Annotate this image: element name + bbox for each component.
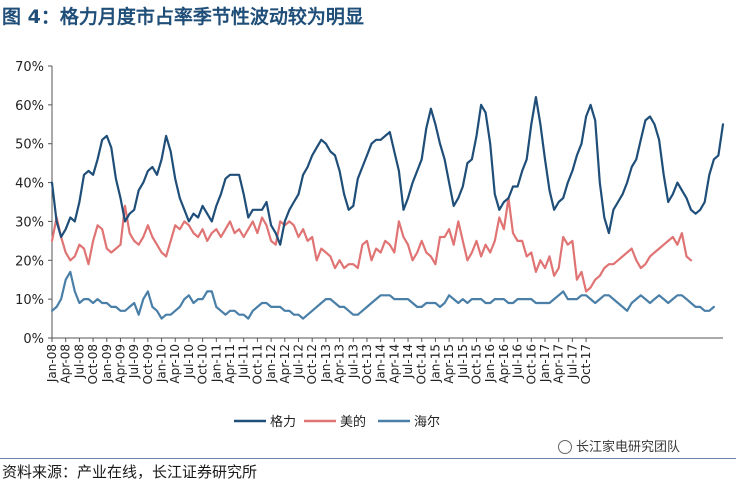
x-tick-label: Jan-13 bbox=[319, 344, 333, 383]
y-axis: 0% 10% 20% 30% 40% 50% 60% 70% bbox=[15, 60, 53, 347]
y-tick-label: 20% bbox=[15, 254, 44, 269]
y-tick-label: 30% bbox=[15, 215, 44, 230]
legend-label: 美的 bbox=[340, 414, 366, 430]
x-tick-label: Oct-11 bbox=[250, 344, 264, 384]
series-line-格力 bbox=[50, 95, 725, 246]
x-tick-label: Jan-14 bbox=[374, 344, 388, 383]
x-tick-label: Apr-10 bbox=[168, 344, 182, 384]
watermark: 长江家电研究团队 bbox=[558, 436, 680, 455]
footer-divider bbox=[0, 458, 736, 459]
legend: 格力 美的 海尔 bbox=[234, 414, 440, 430]
source-note: 资料来源：产业在线，长江证券研究所 bbox=[2, 463, 258, 481]
x-tick-label: Jan-16 bbox=[483, 344, 497, 383]
x-tick-label: Oct-15 bbox=[470, 344, 484, 384]
x-tick-label: Jul-13 bbox=[346, 344, 360, 379]
x-tick-label: Jan-08 bbox=[45, 344, 59, 383]
x-tick-label: Apr-09 bbox=[113, 344, 127, 384]
x-tick-label: Jul-08 bbox=[72, 344, 86, 379]
watermark-text: 长江家电研究团队 bbox=[576, 440, 681, 455]
x-tick-label: Oct-16 bbox=[524, 344, 538, 384]
x-tick-label: Jul-15 bbox=[456, 344, 470, 379]
x-tick-label: Jan-12 bbox=[264, 344, 278, 383]
x-tick-label: Jul-16 bbox=[511, 344, 525, 379]
x-tick-label: Oct-12 bbox=[305, 344, 319, 384]
x-tick-label: Oct-10 bbox=[196, 344, 210, 384]
x-tick-label: Apr-08 bbox=[59, 344, 73, 384]
x-tick-label: Oct-08 bbox=[86, 344, 100, 384]
plot-lines bbox=[50, 95, 725, 320]
x-tick-label: Apr-17 bbox=[552, 344, 566, 384]
x-axis: Jan-08 Apr-08 Jul-08 Oct-08 Jan-09 Apr-09 Jul-… bbox=[45, 337, 723, 384]
x-tick-label: Apr-16 bbox=[497, 344, 511, 384]
x-tick-label: Jul-17 bbox=[565, 344, 579, 379]
x-tick-label: Apr-13 bbox=[333, 344, 347, 384]
x-tick-label: Jul-12 bbox=[291, 344, 305, 379]
x-tick-label: Jan-15 bbox=[428, 344, 442, 383]
series-line-海尔 bbox=[50, 270, 716, 320]
y-tick-label: 40% bbox=[15, 177, 44, 192]
y-tick-label: 70% bbox=[15, 60, 44, 75]
series-line-美的 bbox=[50, 197, 693, 293]
y-tick-label: 0% bbox=[23, 332, 44, 347]
x-tick-label: Jan-10 bbox=[155, 344, 169, 383]
x-tick-label: Oct-17 bbox=[579, 344, 593, 384]
x-tick-label: Oct-14 bbox=[415, 344, 429, 384]
x-tick-label: Apr-12 bbox=[278, 344, 292, 384]
x-tick-label: Jul-14 bbox=[401, 344, 415, 379]
x-tick-label: Oct-13 bbox=[360, 344, 374, 384]
x-tick-label: Jul-10 bbox=[182, 344, 196, 379]
x-tick-label: Apr-11 bbox=[223, 344, 237, 384]
x-tick-label: Jan-11 bbox=[209, 344, 223, 383]
chart-title: 图 4：格力月度市占率季节性波动较为明显 bbox=[2, 6, 364, 28]
x-tick-label: Jan-09 bbox=[100, 344, 114, 383]
x-tick-label: Jul-11 bbox=[237, 344, 251, 379]
x-tick-label: Oct-09 bbox=[141, 344, 155, 384]
legend-label: 格力 bbox=[270, 414, 296, 430]
x-tick-label: Jan-17 bbox=[538, 344, 552, 383]
y-tick-label: 50% bbox=[15, 138, 44, 153]
legend-label: 海尔 bbox=[414, 415, 440, 430]
y-tick-label: 10% bbox=[15, 293, 44, 308]
x-tick-label: Apr-14 bbox=[387, 344, 401, 384]
x-tick-label: Jul-09 bbox=[127, 344, 141, 379]
x-tick-label: Apr-15 bbox=[442, 344, 456, 384]
wechat-icon bbox=[558, 440, 572, 454]
y-tick-label: 60% bbox=[15, 99, 44, 114]
line-chart: 0%10%20%30%40%50%60%70% Jan-08 Apr-08 Jul-… bbox=[15, 60, 725, 430]
